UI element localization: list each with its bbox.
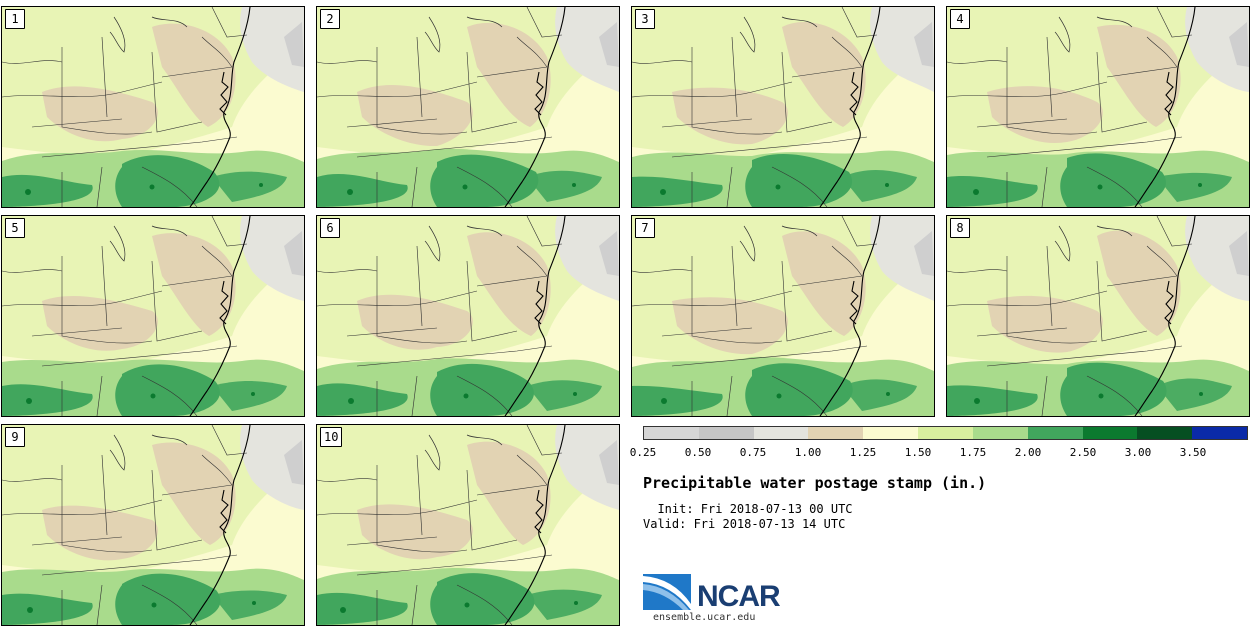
colorbar-segment [753, 427, 809, 439]
precip-water-map [2, 216, 304, 416]
colorbar-segment [1137, 427, 1193, 439]
colorbar-segment [808, 427, 864, 439]
colorbar-tick-label: 0.25 [629, 446, 657, 459]
precip-water-map [2, 7, 304, 207]
ensemble-member-panel[interactable]: 4 [946, 6, 1250, 208]
colorbar-tick-label: 1.25 [849, 446, 877, 459]
precip-water-map [317, 216, 619, 416]
colorbar-tick-label: 1.00 [794, 446, 822, 459]
colorbar-segment [1192, 427, 1247, 439]
colorbar-tick-label: 2.50 [1069, 446, 1097, 459]
ensemble-member-panel[interactable]: 3 [631, 6, 935, 208]
colorbar-tick-label: 1.75 [959, 446, 987, 459]
member-number-label: 3 [635, 9, 655, 29]
colorbar-tick-label: 3.00 [1124, 446, 1152, 459]
ensemble-member-panel[interactable]: 5 [1, 215, 305, 417]
ncar-logo-icon [643, 574, 691, 610]
member-number-label: 4 [950, 9, 970, 29]
precip-water-map [317, 7, 619, 207]
colorbar-segment [972, 427, 1028, 439]
precip-water-map [947, 7, 1249, 207]
colorbar-segment [863, 427, 919, 439]
ensemble-member-panel[interactable]: 9 [1, 424, 305, 626]
colorbar-tick-label: 1.50 [904, 446, 932, 459]
colorbar-segment [918, 427, 973, 439]
member-number-label: 6 [320, 218, 340, 238]
ensemble-member-panel[interactable]: 7 [631, 215, 935, 417]
ensemble-member-panel[interactable]: 1 [1, 6, 305, 208]
precip-water-map [2, 425, 304, 625]
precip-water-map [632, 216, 934, 416]
logo-text: NCAR [697, 580, 781, 613]
colorbar-tick-label: 2.00 [1014, 446, 1042, 459]
member-number-label: 5 [5, 218, 25, 238]
member-number-label: 7 [635, 218, 655, 238]
precip-water-map [632, 7, 934, 207]
colorbar-segment [644, 427, 699, 439]
colorbar [643, 426, 1248, 440]
colorbar-tick-label: 0.75 [739, 446, 767, 459]
precip-water-map [947, 216, 1249, 416]
colorbar-segment [1027, 427, 1083, 439]
ensemble-member-panel[interactable]: 10 [316, 424, 620, 626]
member-number-label: 10 [320, 427, 343, 447]
valid-time: Valid: Fri 2018-07-13 14 UTC [643, 517, 846, 531]
chart-title: Precipitable water postage stamp (in.) [643, 474, 987, 492]
member-number-label: 8 [950, 218, 970, 238]
member-number-label: 2 [320, 9, 340, 29]
ensemble-member-panel[interactable]: 8 [946, 215, 1250, 417]
colorbar-tick-label: 0.50 [684, 446, 712, 459]
ensemble-member-panel[interactable]: 6 [316, 215, 620, 417]
ensemble-member-panel[interactable]: 2 [316, 6, 620, 208]
colorbar-tick-label: 3.50 [1179, 446, 1207, 459]
init-time: Init: Fri 2018-07-13 00 UTC [643, 502, 853, 516]
precip-water-map [317, 425, 619, 625]
colorbar-segment [1082, 427, 1138, 439]
colorbar-segment [698, 427, 754, 439]
logo-url: ensemble.ucar.edu [653, 612, 756, 623]
member-number-label: 1 [5, 9, 25, 29]
member-number-label: 9 [5, 427, 25, 447]
